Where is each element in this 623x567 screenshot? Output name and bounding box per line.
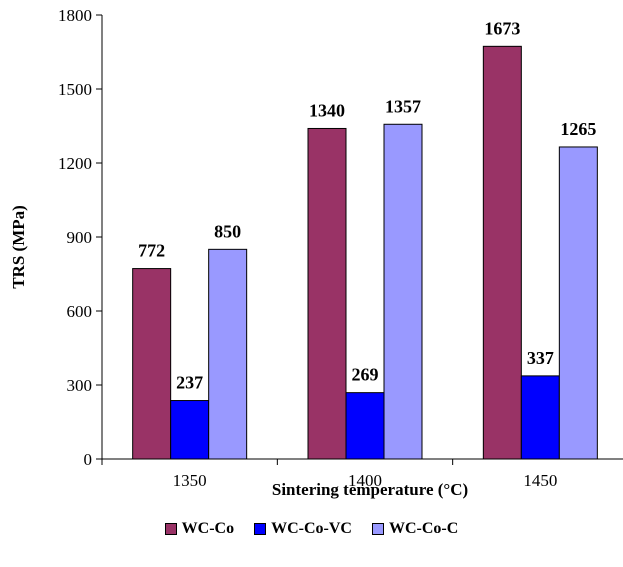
- data-label: 850: [214, 221, 241, 241]
- y-tick-label: 900: [67, 228, 93, 247]
- data-label: 772: [138, 241, 165, 261]
- bar-wc-co-vc: [345, 392, 385, 460]
- bar-wc-co-c: [558, 146, 598, 460]
- data-label: 237: [176, 373, 203, 393]
- legend-item: WC-Co-VC: [254, 520, 352, 538]
- bar-wc-co-vc: [170, 400, 210, 460]
- x-axis-title: Sintering temperature (°C): [272, 480, 468, 499]
- legend-swatch: [164, 523, 177, 535]
- legend-label: WC-Co: [181, 520, 235, 537]
- y-axis-title: TRS (MPa): [9, 205, 28, 289]
- data-label: 1357: [385, 96, 421, 116]
- bar-wc-co-c: [383, 123, 423, 460]
- legend-item: WC-Co: [164, 520, 235, 538]
- bar-wc-co-c: [208, 248, 248, 460]
- legend-swatch: [371, 523, 384, 535]
- bar-wc-co: [307, 127, 347, 460]
- bar-wc-co: [482, 45, 522, 460]
- data-label: 337: [527, 348, 554, 368]
- y-tick-label: 1500: [58, 80, 92, 99]
- data-label: 269: [352, 365, 379, 385]
- y-tick-label: 300: [67, 376, 93, 395]
- legend-item: WC-Co-C: [371, 520, 459, 538]
- x-tick-label: 1450: [523, 471, 557, 490]
- bar-wc-co: [132, 268, 172, 460]
- legend-label: WC-Co-VC: [271, 520, 352, 537]
- bar-chart: 0 300 600 900 1200 1500 1800 1350 1400 1450 772 1…: [9, 6, 623, 499]
- y-tick-label: 1800: [58, 6, 92, 25]
- data-label: 1340: [309, 100, 345, 120]
- data-labels: 772 1340 1673 237 269 337 850 1357 1265: [138, 18, 596, 392]
- legend-swatch: [254, 523, 267, 535]
- legend-label: WC-Co-C: [388, 520, 459, 537]
- y-tick-label: 1200: [58, 154, 92, 173]
- legend: WC-Co WC-Co-VC WC-Co-C: [0, 520, 623, 540]
- y-tick-label: 0: [84, 450, 93, 469]
- x-tick-label: 1400: [348, 471, 382, 490]
- y-tick-label: 600: [67, 302, 93, 321]
- bars: [132, 45, 598, 460]
- bar-wc-co-vc: [520, 375, 560, 460]
- data-label: 1265: [560, 119, 596, 139]
- data-label: 1673: [484, 18, 520, 38]
- y-axis: 0 300 600 900 1200 1500 1800: [58, 6, 103, 469]
- x-tick-label: 1350: [173, 471, 207, 490]
